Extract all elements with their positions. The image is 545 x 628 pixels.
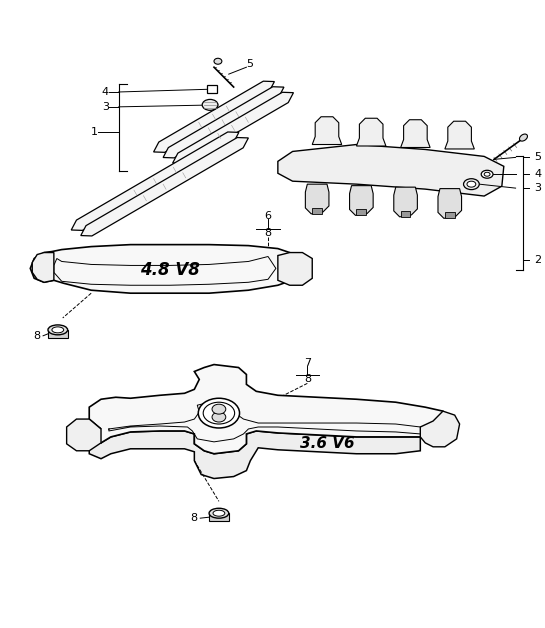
Polygon shape bbox=[32, 252, 54, 282]
Text: 4: 4 bbox=[102, 87, 109, 97]
Text: 3.6 V6: 3.6 V6 bbox=[300, 436, 354, 452]
Polygon shape bbox=[420, 411, 459, 447]
Polygon shape bbox=[394, 187, 417, 217]
Ellipse shape bbox=[202, 99, 218, 111]
Polygon shape bbox=[163, 87, 284, 158]
Polygon shape bbox=[89, 431, 420, 479]
Ellipse shape bbox=[209, 508, 229, 518]
Polygon shape bbox=[305, 184, 329, 214]
Text: 3: 3 bbox=[102, 102, 109, 112]
Text: 5: 5 bbox=[534, 153, 541, 163]
Text: 3: 3 bbox=[534, 183, 541, 193]
Polygon shape bbox=[48, 330, 68, 338]
Bar bbox=[207, 85, 217, 93]
Ellipse shape bbox=[214, 58, 222, 64]
Polygon shape bbox=[66, 419, 101, 451]
Polygon shape bbox=[349, 186, 373, 215]
Ellipse shape bbox=[52, 327, 64, 333]
Text: 8: 8 bbox=[304, 374, 311, 384]
Ellipse shape bbox=[212, 404, 226, 414]
Polygon shape bbox=[278, 144, 504, 196]
Polygon shape bbox=[312, 117, 342, 144]
Polygon shape bbox=[278, 252, 312, 285]
Text: 6: 6 bbox=[264, 211, 271, 221]
Text: 8: 8 bbox=[264, 228, 271, 238]
Polygon shape bbox=[31, 245, 307, 293]
Ellipse shape bbox=[467, 181, 476, 187]
Text: 1: 1 bbox=[91, 127, 98, 137]
Ellipse shape bbox=[464, 179, 479, 190]
Polygon shape bbox=[173, 92, 293, 163]
Ellipse shape bbox=[203, 402, 235, 424]
Polygon shape bbox=[71, 132, 239, 230]
Ellipse shape bbox=[213, 510, 225, 516]
Polygon shape bbox=[356, 209, 366, 215]
Text: 2: 2 bbox=[534, 256, 541, 266]
Polygon shape bbox=[445, 121, 474, 149]
Text: 5: 5 bbox=[246, 59, 253, 69]
Polygon shape bbox=[81, 138, 249, 236]
Text: 4.8 V8: 4.8 V8 bbox=[140, 261, 199, 279]
Polygon shape bbox=[209, 513, 229, 521]
Polygon shape bbox=[401, 211, 410, 217]
Text: 8: 8 bbox=[33, 331, 40, 341]
Polygon shape bbox=[445, 212, 455, 219]
Ellipse shape bbox=[48, 325, 68, 335]
Polygon shape bbox=[154, 81, 274, 153]
Ellipse shape bbox=[212, 412, 226, 422]
Text: 7: 7 bbox=[304, 357, 311, 367]
Polygon shape bbox=[54, 256, 276, 285]
Ellipse shape bbox=[484, 172, 490, 176]
Polygon shape bbox=[401, 120, 430, 148]
Text: 4: 4 bbox=[534, 170, 541, 179]
Polygon shape bbox=[312, 208, 322, 214]
Ellipse shape bbox=[198, 398, 240, 428]
Text: 8: 8 bbox=[190, 513, 197, 523]
Polygon shape bbox=[89, 364, 447, 454]
Polygon shape bbox=[356, 118, 386, 146]
Polygon shape bbox=[438, 188, 462, 219]
Ellipse shape bbox=[481, 170, 493, 178]
Ellipse shape bbox=[519, 134, 528, 141]
